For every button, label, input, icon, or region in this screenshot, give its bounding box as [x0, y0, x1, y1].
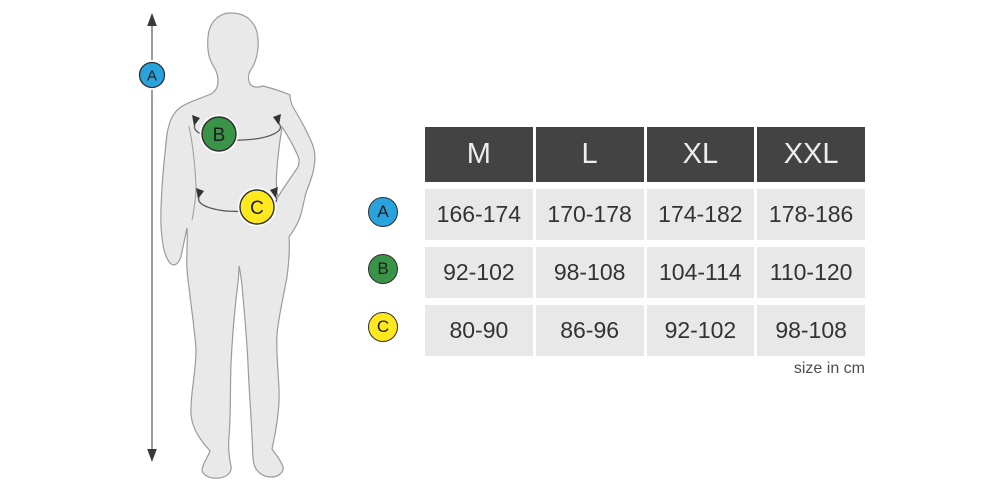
waist-l: 86-96 [535, 305, 644, 356]
height-xxl: 178-186 [757, 189, 865, 240]
arrow-up-icon [147, 13, 157, 26]
size-table-header: M L XL XXL [425, 127, 865, 182]
marker-a: A [137, 60, 167, 90]
column-header-xxl: XXL [757, 127, 865, 182]
chest-measure-arrow [192, 114, 282, 141]
waist-m: 80-90 [425, 305, 533, 356]
marker-c-label: C [250, 198, 264, 219]
chest-l: 98-108 [535, 247, 644, 298]
height-xl: 174-182 [646, 189, 755, 240]
table-row-waist: 80-90 86-96 92-102 98-108 [425, 305, 865, 356]
chest-xxl: 110-120 [757, 247, 865, 298]
column-header-xl: XL [646, 127, 755, 182]
size-unit-note: size in cm [793, 360, 865, 377]
legend-marker-b: B [368, 254, 398, 284]
marker-c: C [237, 187, 277, 227]
legend-marker-a: A [368, 197, 398, 227]
marker-b-circle [201, 116, 237, 152]
marker-a-label: A [147, 68, 157, 85]
marker-b-label: B [213, 125, 226, 146]
size-table: M L XL XXL 166-174 170-178 174-182 178-1… [425, 127, 865, 356]
arrowhead-right-icon [273, 114, 281, 125]
arrowhead-right-icon [270, 187, 278, 198]
arm-torso-separation-line [188, 125, 197, 221]
arrow-down-icon [147, 449, 157, 462]
height-l: 170-178 [535, 189, 644, 240]
marker-b: B [199, 114, 239, 154]
chest-m: 92-102 [425, 247, 533, 298]
arrowhead-left-icon [196, 188, 204, 199]
body-silhouette [160, 12, 316, 479]
legend-marker-b-label: B [377, 259, 389, 278]
waist-xxl: 98-108 [757, 305, 865, 356]
height-arrow [147, 13, 157, 462]
column-header-m: M [425, 127, 533, 182]
column-header-l: L [535, 127, 644, 182]
legend-marker-c-label: C [376, 317, 390, 336]
waist-xl: 92-102 [646, 305, 755, 356]
arrowhead-left-icon [192, 115, 200, 126]
table-row-chest: 92-102 98-108 104-114 110-120 [425, 247, 865, 298]
marker-a-circle [138, 61, 166, 89]
marker-c-circle [239, 189, 275, 225]
legend-marker-c: C [368, 312, 398, 342]
height-m: 166-174 [425, 189, 533, 240]
chest-xl: 104-114 [646, 247, 755, 298]
table-row-height: 166-174 170-178 174-182 178-186 [425, 189, 865, 240]
legend-marker-a-label: A [377, 202, 389, 221]
